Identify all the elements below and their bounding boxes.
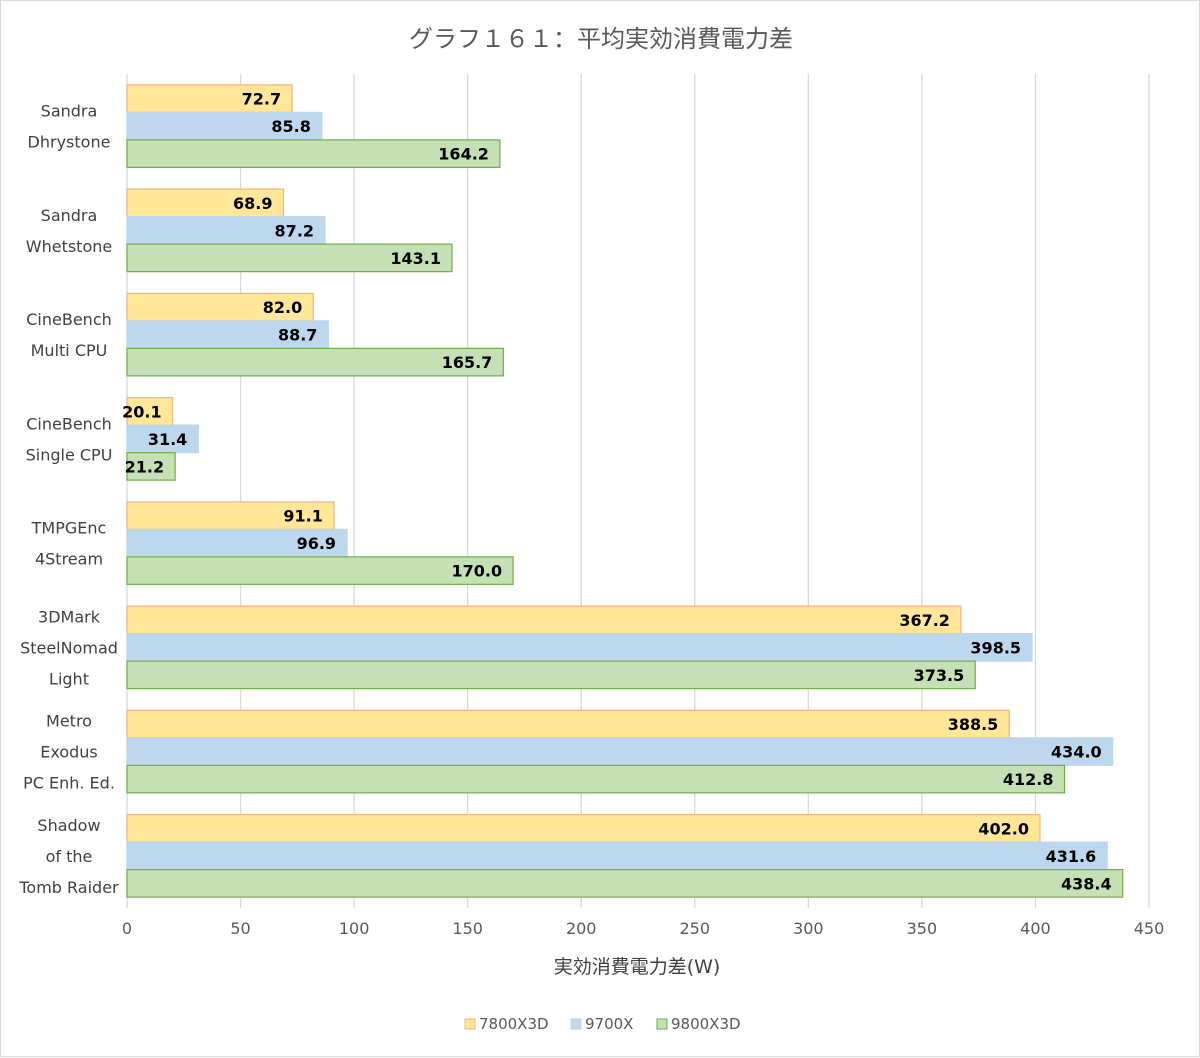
legend-label-9800X3D: 9800X3D [671, 1015, 741, 1033]
category-label-5-1: SteelNomad [20, 638, 118, 657]
bar-7800X3D-0 [126, 84, 293, 113]
bar-9700X-7 [126, 841, 1108, 871]
data-label-9700X-3: 31.4 [148, 430, 187, 449]
bar-7800X3D-4 [126, 501, 335, 530]
category-label-6-2: PC Enh. Ed. [23, 774, 115, 793]
data-label-9800X3D-7: 438.4 [1061, 874, 1112, 893]
category-label-0-1: Dhrystone [28, 133, 111, 152]
data-label-7800X3D-4: 91.1 [283, 507, 322, 526]
x-tick-label-50: 50 [230, 919, 250, 938]
data-label-7800X3D-7: 402.0 [978, 819, 1029, 838]
bar-7800X3D-1 [126, 188, 285, 218]
category-label-2-1: Multi CPU [31, 341, 108, 360]
x-tick-label-100: 100 [339, 919, 370, 938]
bar-9800X3D-6 [126, 764, 1066, 794]
category-label-7-1: of the [46, 847, 93, 866]
bar-7800X3D-2 [126, 292, 314, 322]
bar-9700X-1 [126, 216, 326, 245]
x-tick-label-450: 450 [1134, 919, 1165, 938]
bar-9800X3D-2 [126, 347, 504, 377]
chart-title: グラフ１６１：平均実効消費電力差 [409, 25, 793, 53]
data-label-9700X-1: 87.2 [275, 221, 314, 240]
data-label-9800X3D-5: 373.5 [914, 666, 965, 685]
data-label-7800X3D-6: 388.5 [948, 715, 999, 734]
category-label-4-1: 4Stream [35, 550, 103, 569]
legend-label-7800X3D: 7800X3D [479, 1015, 549, 1033]
category-label-3-0: CineBench [26, 414, 112, 433]
data-label-9800X3D-3: 21.2 [125, 457, 164, 476]
bar-7800X3D-5 [126, 605, 962, 635]
bar-7800X3D-7 [126, 814, 1041, 843]
data-label-9700X-4: 96.9 [297, 534, 336, 553]
x-tick-label-0: 0 [122, 919, 132, 938]
bar-9800X3D-1 [126, 243, 453, 273]
category-label-5-0: 3DMark [38, 607, 101, 626]
x-tick-label-300: 300 [793, 919, 824, 938]
category-label-2-0: CineBench [26, 310, 112, 329]
data-label-7800X3D-2: 82.0 [263, 298, 302, 317]
category-label-6-0: Metro [46, 712, 92, 731]
bar-9800X3D-3 [126, 452, 176, 481]
bar-9700X-6 [126, 737, 1114, 766]
x-tick-labels: 0 50 100 150 200 250 300 350 400 450 [122, 919, 1164, 938]
data-label-7800X3D-1: 68.9 [233, 194, 272, 213]
category-label-7-0: Shadow [37, 816, 100, 835]
category-label-5-2: Light [49, 669, 89, 688]
category-label-6-1: Exodus [40, 743, 98, 762]
data-label-9800X3D-0: 164.2 [438, 145, 489, 164]
data-label-9800X3D-4: 170.0 [451, 562, 502, 581]
x-axis-title: 実効消費電力差(W) [554, 956, 721, 978]
data-labels: 72.7 85.8 164.2 68.987.2 143.1 82.0 88.7 165.7 2… [122, 90, 1111, 894]
data-label-9800X3D-1: 143.1 [390, 249, 441, 268]
data-label-9700X-5: 398.5 [970, 638, 1021, 657]
bar-9800X3D-7 [126, 869, 1124, 898]
bar-9700X-4 [126, 528, 348, 558]
bars [126, 84, 1124, 898]
category-label-7-2: Tomb Raider [18, 878, 119, 897]
x-tick-label-250: 250 [680, 919, 711, 938]
category-label-3-1: Single CPU [26, 445, 113, 464]
category-labels: Sandra Dhrystone Sandra Whetstone CineBench M… [18, 102, 119, 897]
bar-9800X3D-4 [126, 556, 514, 585]
x-tick-label-350: 350 [907, 919, 938, 938]
category-label-1-0: Sandra [41, 206, 98, 225]
x-tick-label-200: 200 [566, 919, 597, 938]
data-label-9800X3D-6: 412.8 [1003, 770, 1054, 789]
x-tick-label-400: 400 [1020, 919, 1051, 938]
data-label-7800X3D-3: 20.1 [122, 402, 161, 421]
category-label-4-0: TMPGEnc [31, 519, 107, 538]
data-label-7800X3D-5: 367.2 [899, 611, 950, 630]
data-label-9700X-2: 88.7 [278, 326, 317, 345]
legend-label-9700X: 9700X [585, 1015, 633, 1033]
bar-9800X3D-5 [126, 660, 976, 690]
legend-swatch-9700X [570, 1018, 582, 1030]
data-label-9700X-7: 431.6 [1046, 847, 1097, 866]
data-label-9700X-6: 434.0 [1051, 743, 1102, 762]
data-label-9800X3D-2: 165.7 [442, 353, 493, 372]
x-tick-label-150: 150 [452, 919, 483, 938]
legend-swatch-9800X3D [656, 1018, 668, 1030]
bar-7800X3D-3 [126, 397, 174, 426]
bar-7800X3D-6 [126, 709, 1010, 739]
legend: 7800X3D 9700X 9800X3D [464, 1015, 741, 1033]
bar-9700X-0 [126, 111, 323, 141]
bar-9800X3D-0 [126, 139, 501, 168]
data-label-9700X-0: 85.8 [271, 117, 310, 136]
category-label-0-0: Sandra [41, 102, 98, 121]
category-label-1-1: Whetstone [26, 237, 112, 256]
data-label-7800X3D-0: 72.7 [242, 90, 281, 109]
bar-9700X-5 [126, 633, 1033, 662]
legend-swatch-7800X3D [464, 1018, 476, 1030]
